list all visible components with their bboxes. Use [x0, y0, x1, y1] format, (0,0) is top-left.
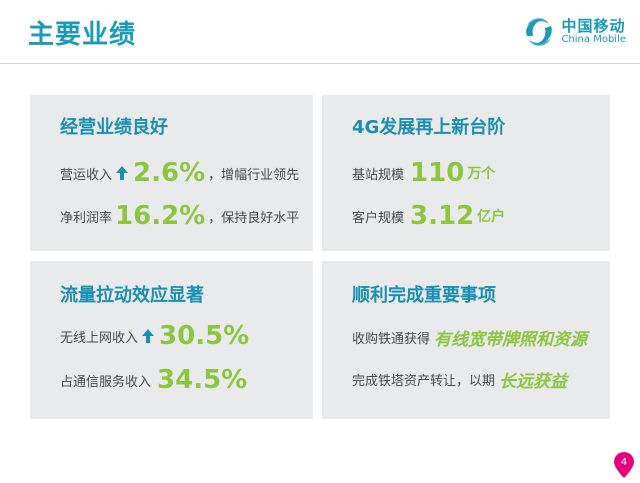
panel-data-traffic: 流量拉动效应显著 无线上网收入 30.5% 占通信服务收入 34.5%: [30, 261, 313, 419]
row-wireless-revenue: 无线上网收入 30.5%: [60, 321, 252, 351]
row-base-stations: 基站规模 110 万个: [352, 158, 495, 188]
arrow-up-icon: [142, 329, 155, 343]
row-label: 营运收入: [60, 167, 113, 183]
china-mobile-logo: 中国移动 China Mobile: [521, 12, 626, 52]
row-suffix: ，增幅行业领先: [208, 167, 300, 183]
panel-operating-performance: 经营业绩良好 营运收入 2.6% ，增幅行业领先 净利润率 16.2% ，保持良…: [30, 95, 313, 251]
header-divider: [0, 63, 640, 64]
row-value: 34.5%: [157, 365, 248, 395]
logo-english-name: China Mobile: [561, 33, 626, 45]
row-share-of-revenue: 占通信服务收入 34.5%: [60, 365, 250, 395]
row-label: 基站规模: [352, 167, 405, 183]
panel-4g-development: 4G发展再上新台阶 基站规模 110 万个 客户规模 3.12 亿户: [322, 95, 610, 251]
row-tietong-acquisition: 收购铁通获得 有线宽带牌照和资源: [352, 325, 587, 350]
row-tower-transfer: 完成铁塔资产转让，以期 长远获益: [352, 367, 567, 392]
row-value: 3.12: [410, 201, 475, 231]
row-unit: 亿户: [477, 209, 506, 225]
row-value: 110: [410, 158, 465, 188]
page-number: 4: [620, 457, 628, 468]
row-label: 净利润率: [60, 210, 113, 226]
row-label: 占通信服务收入: [60, 374, 152, 390]
row-net-margin: 净利润率 16.2% ，保持良好水平: [60, 201, 299, 231]
row-unit: 万个: [467, 166, 496, 182]
row-suffix: ，保持良好水平: [208, 210, 300, 226]
china-mobile-logo-icon: [526, 18, 553, 46]
page-title: 主要业绩: [28, 20, 137, 50]
panel-title: 顺利完成重要事项: [352, 285, 496, 306]
row-label: 收购铁通获得: [352, 332, 431, 347]
page-number-badge: 4: [612, 452, 636, 478]
row-value: 30.5%: [159, 321, 250, 351]
row-highlight: 有线宽带牌照和资源: [434, 330, 588, 350]
row-highlight: 长远获益: [499, 372, 568, 392]
map-pin-icon: [614, 452, 634, 478]
row-label: 客户规模: [352, 210, 405, 226]
row-customers: 客户规模 3.12 亿户: [352, 201, 505, 231]
arrow-up-icon: [116, 166, 129, 180]
panel-title: 经营业绩良好: [60, 117, 168, 138]
logo-chinese-name: 中国移动: [561, 16, 626, 35]
panel-title: 流量拉动效应显著: [60, 285, 204, 306]
row-value: 2.6%: [133, 158, 206, 188]
row-label: 完成铁塔资产转让，以期: [352, 374, 496, 389]
row-revenue: 营运收入 2.6% ，增幅行业领先: [60, 158, 299, 188]
row-value: 16.2%: [115, 201, 206, 231]
panel-key-matters: 顺利完成重要事项 收购铁通获得 有线宽带牌照和资源 完成铁塔资产转让，以期 长远…: [322, 261, 610, 419]
panel-title: 4G发展再上新台阶: [352, 117, 506, 138]
row-label: 无线上网收入: [60, 330, 139, 346]
